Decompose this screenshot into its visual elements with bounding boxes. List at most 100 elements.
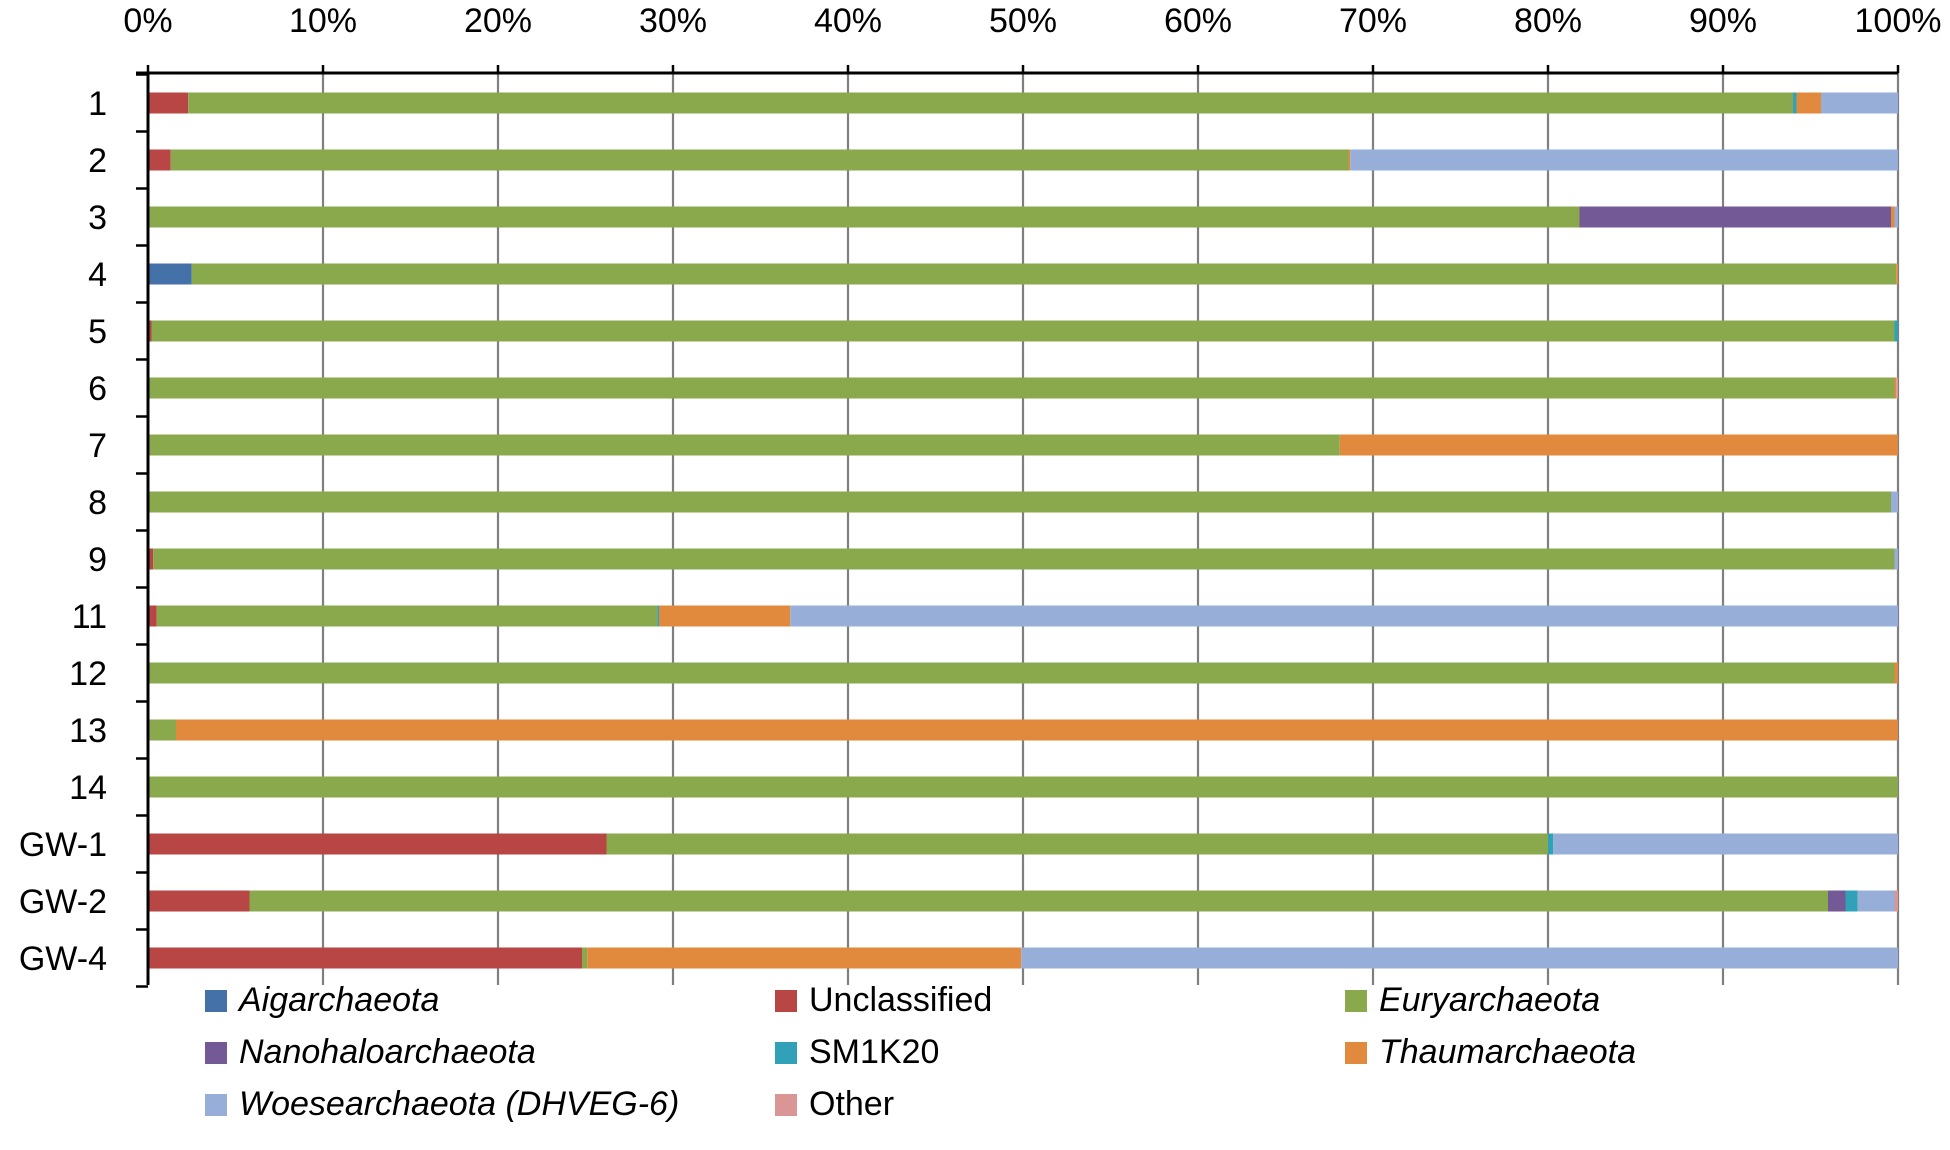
legend-swatch bbox=[775, 1042, 797, 1064]
axis-layer: 0% 10% 20% 30% 40% 50% 60% 70% 80% 90% 100%1234567… bbox=[19, 2, 1942, 988]
category-label: 4 bbox=[88, 256, 107, 294]
category-label: 12 bbox=[69, 655, 107, 693]
bar-segment: 11 — Thaumarchaeota: 7.5% bbox=[659, 605, 791, 627]
bar-segment: 11 — Woesearchaeota (DHVEG-6): 63.3% bbox=[790, 605, 1898, 627]
x-tick-label: 50% bbox=[989, 2, 1057, 40]
bar-segment: 1 — Euryarchaeota: 91.7% bbox=[188, 92, 1793, 114]
legend-swatch bbox=[1345, 990, 1367, 1012]
category-label: 2 bbox=[88, 142, 107, 180]
bar-segment: 12 — Thaumarchaeota: 0.2% bbox=[1894, 662, 1898, 684]
bar-segment: 2 — Unclassified: 1.3% bbox=[148, 149, 171, 171]
bars-layer: 1 — Unclassified: 2.3%1 — Euryarchaeota:… bbox=[148, 92, 1898, 969]
category-label: 14 bbox=[69, 769, 107, 807]
x-tick-label: 60% bbox=[1164, 2, 1232, 40]
category-label: 3 bbox=[88, 199, 107, 237]
bar-segment: 13 — Euryarchaeota: 1.5% bbox=[149, 719, 176, 741]
bar-segment: 3 — Thaumarchaeota: 0.2% bbox=[1891, 206, 1895, 228]
legend-label: Nanohaloarchaeota bbox=[239, 1033, 536, 1071]
legend-label: SM1K20 bbox=[809, 1033, 939, 1071]
bar-segment: 13 — Thaumarchaeota: 98.4% bbox=[176, 719, 1898, 741]
legend-swatch bbox=[775, 990, 797, 1012]
bar-segment: 1 — Unclassified: 2.3% bbox=[148, 92, 189, 114]
bar-segment: 1 — Woesearchaeota (DHVEG-6): 4.4% bbox=[1821, 92, 1898, 114]
x-tick-label: 0% bbox=[123, 2, 172, 40]
x-tick-label: 40% bbox=[814, 2, 882, 40]
bar-segment: 5 — Euryarchaeota: 99.6% bbox=[151, 320, 1895, 342]
bar-segment: GW-2 — Other: 0.2% bbox=[1894, 890, 1898, 912]
bar-segment: GW-2 — SM1K20: 0.7% bbox=[1845, 890, 1858, 912]
bar-segment: 11 — Euryarchaeota: 28.6% bbox=[156, 605, 658, 627]
x-tick-label: 70% bbox=[1339, 2, 1407, 40]
legend-label: Unclassified bbox=[809, 981, 992, 1019]
legend-swatch bbox=[205, 1094, 227, 1116]
bar-segment: 2 — Woesearchaeota (DHVEG-6): 31.3% bbox=[1350, 149, 1898, 171]
bar-segment: GW-4 — Woesearchaeota (DHVEG-6): 50.1% bbox=[1021, 947, 1898, 969]
bar-segment: 1 — SM1K20: 0.2% bbox=[1793, 92, 1797, 114]
bar-segment: 3 — Nanohaloarchaeota: 17.8% bbox=[1579, 206, 1891, 228]
bar-segment: 2 — Thaumarchaeota: 0.1% bbox=[1348, 149, 1351, 171]
bar-segment: 9 — Unclassified: 0.3% bbox=[148, 548, 154, 570]
bar-segment: 9 — Euryarchaeota: 99.5% bbox=[153, 548, 1895, 570]
bar-segment: GW-2 — Nanohaloarchaeota: 1% bbox=[1828, 890, 1846, 912]
legend-swatch bbox=[1345, 1042, 1367, 1064]
bar-segment: 14 — Euryarchaeota: 100% bbox=[148, 776, 1898, 798]
bar-segment: GW-2 — Euryarchaeota: 90.2% bbox=[249, 890, 1828, 912]
legend-swatch bbox=[205, 1042, 227, 1064]
legend-swatch bbox=[205, 990, 227, 1012]
legend-label: Other bbox=[809, 1085, 894, 1123]
bar-segment: 8 — Woesearchaeota (DHVEG-6): 0.4% bbox=[1891, 491, 1898, 513]
category-label: GW-1 bbox=[19, 826, 107, 864]
bar-segment: 1 — Thaumarchaeota: 1.4% bbox=[1796, 92, 1821, 114]
bar-segment: 12 — Euryarchaeota: 99.8% bbox=[148, 662, 1895, 684]
x-tick-label: 10% bbox=[289, 2, 357, 40]
bar-segment: 11 — SM1K20: 0.1% bbox=[657, 605, 659, 627]
bar-segment: 5 — Unclassified: 0.2% bbox=[148, 320, 152, 342]
bar-segment: 3 — Euryarchaeota: 81.7% bbox=[149, 206, 1580, 228]
bar-segment: 7 — Euryarchaeota: 68% bbox=[149, 434, 1340, 456]
category-label: GW-4 bbox=[19, 940, 107, 978]
x-tick-label: 90% bbox=[1689, 2, 1757, 40]
legend-label: Woesearchaeota (DHVEG-6) bbox=[239, 1085, 679, 1123]
bar-segment: 7 — Thaumarchaeota: 31.9% bbox=[1339, 434, 1898, 456]
legend-label: Aigarchaeota bbox=[237, 981, 439, 1019]
bar-segment: 4 — Aigarchaeota: 2.5% bbox=[148, 263, 192, 285]
legend-layer: Aigarchaeota Unclassified Euryarchaeota Nan… bbox=[205, 981, 1636, 1123]
category-label: 13 bbox=[69, 712, 107, 750]
bar-segment: GW-2 — Woesearchaeota (DHVEG-6): 2.1% bbox=[1857, 890, 1895, 912]
bar-segment: GW-1 — Woesearchaeota (DHVEG-6): 19.7% bbox=[1553, 833, 1898, 855]
category-label: 5 bbox=[88, 313, 107, 351]
category-label: 11 bbox=[72, 598, 107, 636]
bar-segment: 4 — Thaumarchaeota: 0.1% bbox=[1896, 263, 1898, 285]
category-label: 8 bbox=[88, 484, 107, 522]
legend-label: Euryarchaeota bbox=[1379, 981, 1600, 1019]
bar-segment: GW-4 — Thaumarchaeota: 24.8% bbox=[587, 947, 1022, 969]
bar-segment: 6 — Euryarchaeota: 99.8% bbox=[148, 377, 1895, 399]
bar-segment: 5 — SM1K20: 0.2% bbox=[1894, 320, 1898, 342]
bar-segment: 9 — Woesearchaeota (DHVEG-6): 0.2% bbox=[1894, 548, 1898, 570]
bar-segment: GW-2 — Unclassified: 5.8% bbox=[148, 890, 250, 912]
bar-segment: GW-4 — Euryarchaeota: 0.3% bbox=[582, 947, 588, 969]
bar-segment: 11 — Unclassified: 0.5% bbox=[148, 605, 157, 627]
category-label: 6 bbox=[88, 370, 107, 408]
category-label: 1 bbox=[88, 85, 107, 123]
bar-segment: GW-4 — Unclassified: 24.8% bbox=[148, 947, 582, 969]
x-tick-label: 20% bbox=[464, 2, 532, 40]
bar-segment: 2 — Euryarchaeota: 67.3% bbox=[170, 149, 1349, 171]
bar-segment: GW-1 — Unclassified: 26.2% bbox=[148, 833, 607, 855]
legend-swatch bbox=[775, 1094, 797, 1116]
bar-segment: 3 — Woesearchaeota (DHVEG-6): 0.2% bbox=[1894, 206, 1898, 228]
x-tick-label: 30% bbox=[639, 2, 707, 40]
x-tick-label: 100% bbox=[1855, 2, 1942, 40]
category-label: GW-2 bbox=[19, 883, 107, 921]
category-label: 7 bbox=[88, 427, 107, 465]
bar-segment: 6 — Other: 0.1% bbox=[1896, 377, 1898, 399]
bar-segment: GW-1 — SM1K20: 0.3% bbox=[1548, 833, 1554, 855]
bar-segment: 8 — Euryarchaeota: 99.6% bbox=[148, 491, 1891, 513]
bar-segment: 6 — Thaumarchaeota: 0.1% bbox=[1894, 377, 1897, 399]
bar-segment: GW-1 — Euryarchaeota: 53.8% bbox=[606, 833, 1548, 855]
category-label: 9 bbox=[88, 541, 107, 579]
bar-segment: 4 — Euryarchaeota: 97.4% bbox=[191, 263, 1897, 285]
x-tick-label: 80% bbox=[1514, 2, 1582, 40]
